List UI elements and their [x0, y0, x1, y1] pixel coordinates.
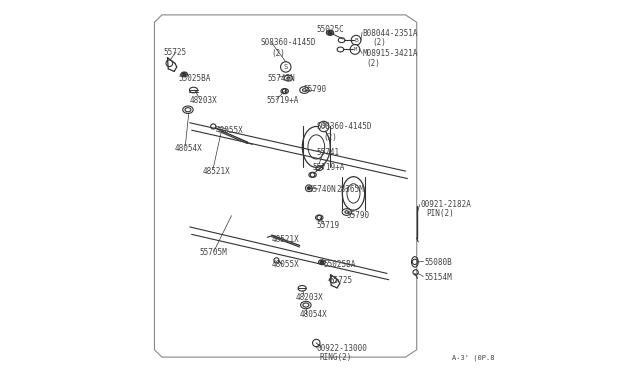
Text: 48054X: 48054X: [300, 310, 327, 319]
Text: (2): (2): [271, 49, 285, 58]
Text: 55741: 55741: [316, 148, 339, 157]
Text: S08360-4145D: S08360-4145D: [260, 38, 316, 47]
Text: 28365M: 28365M: [337, 185, 365, 194]
Text: 55025BA: 55025BA: [324, 260, 356, 269]
Text: 00922-13000: 00922-13000: [316, 344, 367, 353]
Text: 55719: 55719: [316, 221, 339, 230]
Text: 55790: 55790: [346, 211, 369, 220]
Text: 48054X: 48054X: [175, 144, 203, 153]
Text: 55025BA: 55025BA: [179, 74, 211, 83]
Text: (2): (2): [324, 133, 337, 142]
Text: 55742N: 55742N: [268, 74, 296, 83]
Text: 48521X: 48521X: [271, 235, 300, 244]
Text: M: M: [353, 47, 356, 52]
Text: 55725: 55725: [330, 276, 353, 285]
Circle shape: [280, 62, 291, 72]
Circle shape: [182, 73, 186, 76]
Text: RING(2): RING(2): [320, 353, 353, 362]
Text: B08044-2351A: B08044-2351A: [363, 29, 419, 38]
Text: 55705M: 55705M: [199, 248, 227, 257]
Text: A-3' (0P.8: A-3' (0P.8: [452, 355, 495, 361]
Text: 55154M: 55154M: [424, 273, 452, 282]
Circle shape: [307, 187, 310, 190]
Text: 55080B: 55080B: [424, 258, 452, 267]
Circle shape: [328, 31, 332, 35]
Text: 48203X: 48203X: [190, 96, 218, 105]
Text: (2): (2): [367, 60, 380, 68]
Text: S08360-4145D: S08360-4145D: [316, 122, 372, 131]
Circle shape: [351, 35, 361, 45]
Text: S: S: [284, 64, 288, 70]
Text: 48055X: 48055X: [271, 260, 300, 269]
Text: 55725: 55725: [164, 48, 187, 57]
Circle shape: [319, 121, 329, 132]
Text: 55719+A: 55719+A: [312, 163, 345, 172]
Text: 00921-2182A: 00921-2182A: [420, 200, 471, 209]
Text: (2): (2): [372, 38, 386, 47]
Text: 48055X: 48055X: [216, 126, 244, 135]
Text: 55790: 55790: [303, 85, 326, 94]
Circle shape: [320, 260, 324, 264]
Text: S: S: [321, 124, 326, 129]
Circle shape: [350, 45, 360, 54]
Text: B: B: [354, 38, 358, 43]
Text: 55719+A: 55719+A: [266, 96, 298, 105]
Text: 48521X: 48521X: [203, 167, 230, 176]
Text: PIN(2): PIN(2): [426, 209, 454, 218]
Text: 55025C: 55025C: [316, 25, 344, 34]
Text: 48203X: 48203X: [296, 293, 324, 302]
Text: 55740N: 55740N: [309, 185, 337, 194]
Text: M08915-3421A: M08915-3421A: [363, 49, 419, 58]
